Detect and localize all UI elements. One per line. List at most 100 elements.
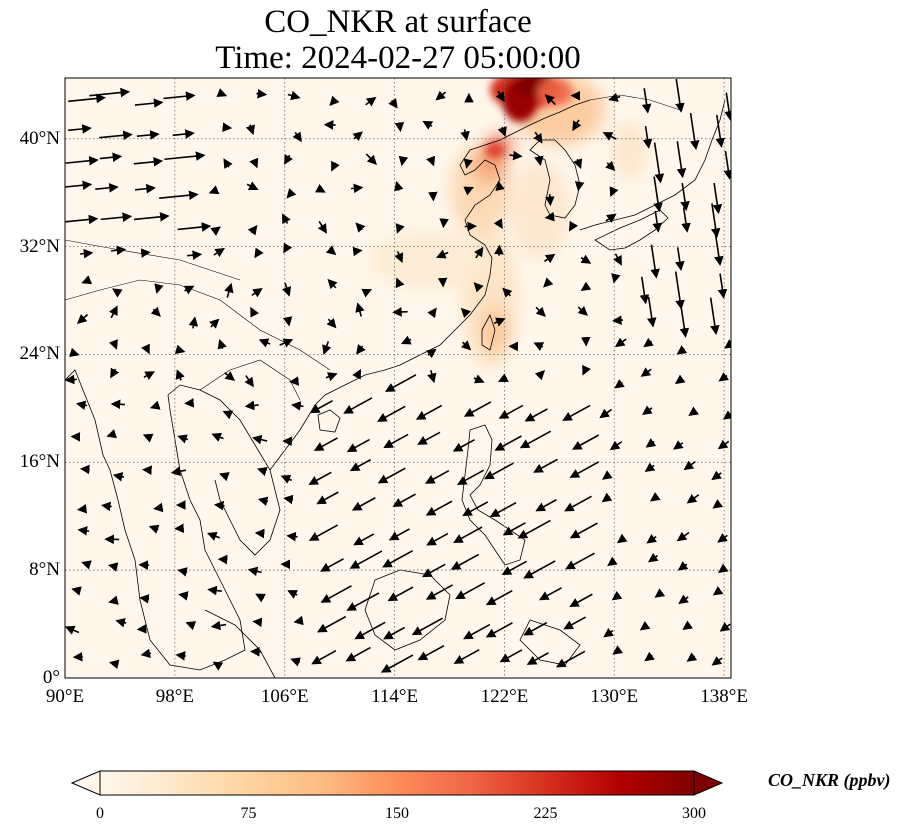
wind-arrow bbox=[133, 212, 170, 222]
wind-arrow bbox=[463, 158, 474, 169]
wind-arrow bbox=[543, 277, 554, 288]
wind-arrow bbox=[68, 93, 106, 104]
wind-arrow bbox=[255, 593, 266, 603]
wind-arrow bbox=[80, 248, 94, 259]
colorbar bbox=[70, 770, 724, 796]
wind-arrow bbox=[608, 92, 621, 102]
wind-arrow bbox=[95, 183, 119, 193]
wind-arrow bbox=[717, 533, 728, 543]
wind-arrow bbox=[712, 499, 724, 509]
wind-arrow bbox=[76, 503, 88, 514]
wind-arrow bbox=[574, 181, 585, 192]
wind-arrow bbox=[580, 281, 592, 292]
wind-arrow bbox=[284, 154, 293, 165]
wind-arrow bbox=[599, 408, 613, 419]
wind-arrow bbox=[280, 474, 293, 484]
wind-arrow bbox=[163, 91, 196, 101]
wind-arrow bbox=[495, 180, 505, 192]
lon-tick-label: 98°E bbox=[155, 686, 194, 707]
wind-arrow bbox=[421, 563, 446, 578]
wind-arrow bbox=[76, 313, 89, 324]
wind-arrow bbox=[712, 586, 724, 596]
lon-tick-label: 130°E bbox=[590, 686, 639, 707]
wind-arrow bbox=[711, 470, 722, 481]
wind-arrow bbox=[65, 156, 99, 166]
wind-arrow bbox=[715, 114, 726, 148]
wind-arrow bbox=[602, 132, 617, 141]
wind-arrow bbox=[65, 214, 99, 225]
wind-arrow bbox=[143, 371, 155, 381]
lon-tick-label: 106°E bbox=[260, 686, 309, 707]
colorbar-tick-label: 300 bbox=[682, 805, 706, 822]
wind-arrow bbox=[426, 348, 437, 359]
wind-arrow bbox=[353, 533, 375, 546]
wind-arrow bbox=[683, 460, 696, 471]
wind-arrow bbox=[569, 522, 598, 539]
wind-arrow bbox=[258, 338, 271, 348]
wind-arrow bbox=[474, 246, 484, 259]
wind-arrow bbox=[509, 150, 523, 161]
wind-arrow bbox=[65, 374, 77, 385]
wind-arrow bbox=[99, 130, 133, 141]
wind-arrow bbox=[717, 563, 729, 574]
wind-arrow bbox=[724, 339, 731, 349]
wind-arrow bbox=[677, 561, 689, 571]
colorbar-label: CO_NKR (ppbv) bbox=[768, 770, 891, 790]
wind-arrow bbox=[653, 142, 665, 184]
wind-arrow bbox=[605, 160, 616, 171]
wind-arrow bbox=[219, 472, 230, 482]
wind-arrow bbox=[686, 652, 698, 662]
wind-arrow bbox=[355, 222, 366, 233]
wind-arrow bbox=[644, 651, 655, 662]
wind-arrow bbox=[315, 183, 326, 193]
wind-arrow bbox=[81, 275, 93, 285]
wind-arrow bbox=[246, 181, 259, 191]
wind-arrow bbox=[526, 652, 549, 665]
wind-arrow bbox=[206, 531, 221, 541]
wind-arrow bbox=[392, 307, 408, 317]
wind-arrow bbox=[568, 220, 578, 232]
wind-arrow bbox=[365, 96, 377, 107]
wind-arrow bbox=[343, 397, 373, 414]
wind-arrow bbox=[383, 626, 406, 640]
wind-arrow bbox=[351, 497, 376, 511]
wind-arrow bbox=[311, 650, 337, 665]
wind-arrow bbox=[140, 648, 152, 659]
wind-arrow bbox=[99, 152, 123, 163]
wind-arrow bbox=[177, 434, 189, 444]
wind-arrow bbox=[281, 213, 291, 225]
map-title: CO_NKR at surface bbox=[264, 4, 532, 40]
wind-arrow bbox=[460, 129, 470, 142]
wind-arrow bbox=[422, 120, 434, 130]
wind-arrow bbox=[563, 616, 587, 630]
wind-arrow bbox=[380, 654, 414, 673]
wind-arrow bbox=[289, 376, 300, 386]
wind-arrow bbox=[175, 651, 186, 661]
wind-arrow bbox=[689, 112, 700, 151]
wind-arrow bbox=[712, 182, 723, 215]
wind-arrow bbox=[424, 469, 450, 484]
map-frame bbox=[64, 77, 732, 679]
wind-arrow bbox=[107, 562, 119, 572]
wind-arrow bbox=[473, 282, 484, 293]
wind-arrow bbox=[256, 88, 268, 99]
wind-arrow bbox=[652, 210, 662, 233]
wind-arrow bbox=[257, 466, 268, 477]
wind-arrow bbox=[544, 94, 557, 106]
wind-arrow bbox=[611, 590, 623, 601]
wind-arrow bbox=[115, 618, 127, 628]
wind-arrow bbox=[384, 374, 417, 392]
wind-arrow bbox=[279, 338, 294, 348]
wind-arrow bbox=[401, 335, 412, 345]
wind-arrow bbox=[377, 405, 406, 422]
wind-arrow bbox=[499, 649, 523, 663]
wind-arrow bbox=[395, 277, 405, 289]
wind-arrow bbox=[417, 431, 441, 445]
wind-arrow bbox=[538, 587, 562, 601]
wind-arrow bbox=[209, 318, 220, 329]
wind-arrow bbox=[183, 285, 195, 295]
lon-tick-label: 114°E bbox=[371, 686, 419, 707]
wind-arrow bbox=[141, 343, 150, 355]
wind-arrow bbox=[286, 531, 298, 542]
wind-arrow bbox=[484, 462, 514, 480]
